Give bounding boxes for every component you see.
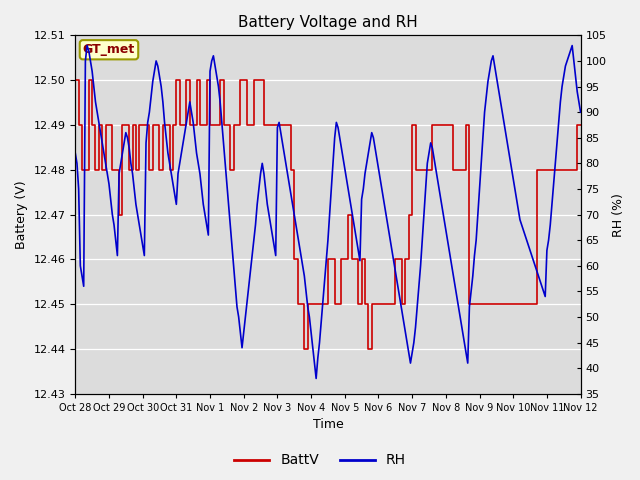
X-axis label: Time: Time [312, 419, 343, 432]
Y-axis label: RH (%): RH (%) [612, 192, 625, 237]
Text: GT_met: GT_met [83, 43, 135, 56]
Legend: BattV, RH: BattV, RH [229, 448, 411, 473]
Title: Battery Voltage and RH: Battery Voltage and RH [238, 15, 418, 30]
Y-axis label: Battery (V): Battery (V) [15, 180, 28, 249]
